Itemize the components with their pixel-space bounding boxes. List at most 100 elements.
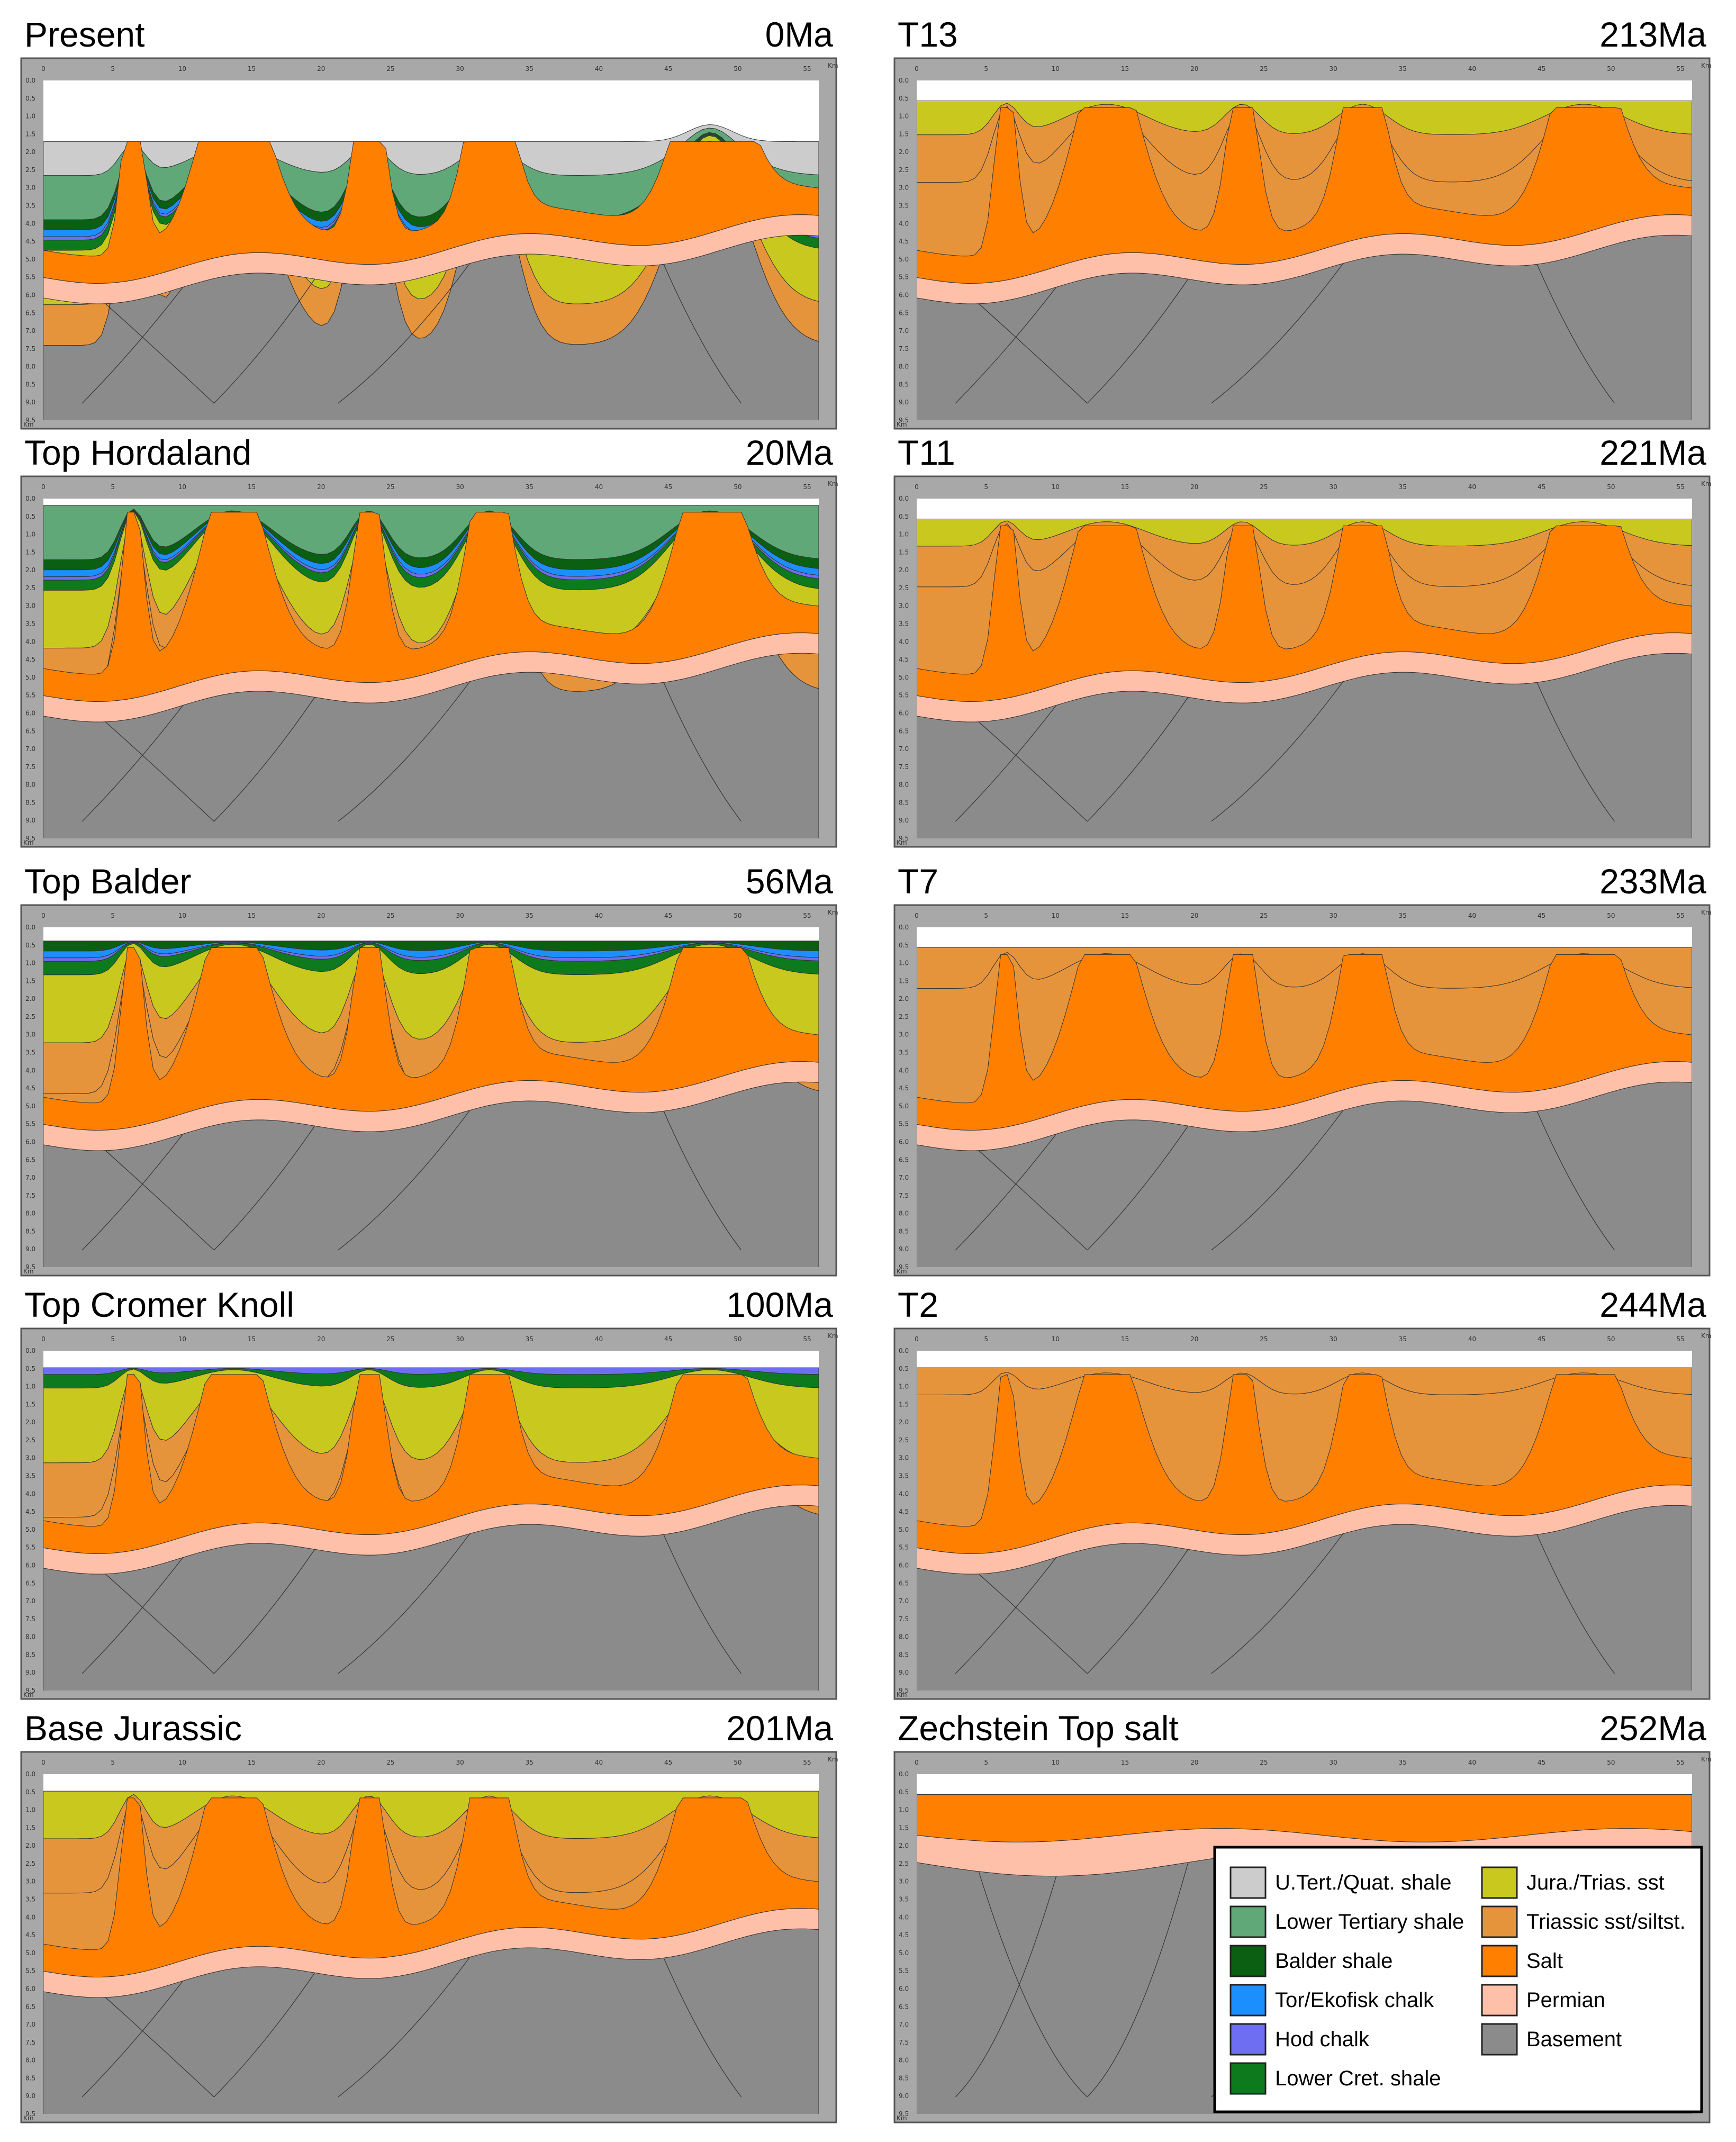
fault-line	[1536, 682, 1615, 822]
fault-line	[82, 705, 184, 822]
legend-swatch	[1229, 1866, 1267, 1899]
strata-layer	[43, 214, 819, 304]
y-tick-label: 8.0	[25, 363, 35, 370]
y-tick-label: 5.0	[899, 674, 909, 681]
x-tick-label: 45	[1538, 1759, 1545, 1766]
y-tick-label: 5.5	[899, 1967, 909, 1975]
x-tick-label: 0	[41, 1335, 46, 1343]
x-tick-label: 45	[664, 65, 672, 73]
x-tick-label: 40	[595, 912, 603, 919]
legend-label: U.Tert./Quat. shale	[1275, 1871, 1451, 1894]
x-tick-label: 45	[664, 1335, 672, 1343]
legend-swatch	[1229, 1905, 1267, 1938]
x-tick-label: 5	[111, 483, 115, 491]
x-tick-label: 50	[734, 912, 742, 919]
y-tick-label: 3.0	[25, 184, 35, 192]
x-tick-label: 30	[1329, 1759, 1337, 1766]
y-tick-label: 3.5	[899, 202, 909, 210]
fault-line	[1211, 1533, 1344, 1674]
fault-line	[978, 1871, 1088, 2098]
fault-line	[978, 721, 1088, 822]
y-tick-label: 0.0	[25, 1770, 35, 1778]
x-tick-label: 45	[1538, 65, 1545, 73]
x-tick-label: 10	[178, 912, 186, 919]
x-tick-label: 50	[1607, 483, 1615, 491]
panel-title: T11	[898, 433, 955, 472]
fault-line	[82, 1981, 184, 2098]
legend-label: Lower Tertiary shale	[1275, 1910, 1464, 1933]
panel-balder: Top Balder 56Ma 0 5 10 15 20 25 30 35 40 45 50 55 Km 0.…	[20, 862, 838, 1277]
fault-line	[105, 1574, 214, 1674]
y-tick-label: 9.5	[899, 1263, 909, 1271]
y-tick-label: 9.0	[25, 399, 35, 406]
section-body	[917, 101, 1692, 420]
y-unit-label: Km	[23, 1268, 34, 1275]
x-tick-label: 10	[178, 1335, 186, 1343]
y-tick-label: 8.5	[899, 799, 909, 806]
y-tick-label: 7.0	[899, 2021, 909, 2028]
x-tick-label: 35	[526, 912, 534, 919]
x-tick-label: 35	[526, 1335, 534, 1343]
x-tick-label: 35	[1399, 1335, 1407, 1343]
x-tick-label: 40	[595, 1759, 603, 1766]
x-tick-label: 50	[1607, 1759, 1615, 1766]
x-tick-label: 40	[595, 483, 603, 491]
y-unit-label: Km	[897, 1268, 907, 1275]
x-tick-label: 40	[1468, 483, 1476, 491]
y-tick-label: 9.0	[899, 399, 909, 406]
strata-layer	[43, 1485, 819, 1575]
x-unit-label: Km	[828, 62, 838, 69]
x-tick-label: 55	[803, 65, 811, 73]
panel-title: T2	[898, 1285, 938, 1324]
fault-line	[1087, 1549, 1189, 1674]
y-tick-label: 5.0	[899, 1949, 909, 1957]
fault-line	[1536, 264, 1615, 404]
y-tick-label: 2.5	[25, 166, 35, 174]
section-body	[43, 941, 819, 1267]
panel-age: 20Ma	[746, 433, 833, 472]
fault-line	[978, 1574, 1088, 1674]
y-tick-label: 4.5	[25, 238, 35, 245]
y-tick-label: 7.0	[899, 1597, 909, 1605]
fault-line	[82, 1134, 184, 1251]
y-unit-label: Km	[897, 839, 907, 846]
y-tick-label: 1.5	[25, 548, 35, 556]
panel-t11: T11 221Ma 0 5 10 15 20 25 30 35 40 45 50 55 Km 0.0 0.5 1.…	[893, 433, 1712, 848]
y-tick-label: 1.0	[25, 1806, 35, 1814]
strata-layer	[43, 632, 819, 722]
fault-line	[1211, 1110, 1344, 1251]
y-tick-label: 5.0	[899, 1526, 909, 1533]
x-tick-label: 55	[803, 483, 811, 491]
panel-present: Present 0Ma 0 5 10 15 20 25 30 35 40 45 50 55 Km 0.0 0.5…	[20, 15, 838, 430]
y-tick-label: 0.0	[899, 495, 909, 502]
y-unit-label: Km	[897, 421, 907, 428]
y-tick-label: 2.5	[25, 584, 35, 592]
y-tick-label: 7.5	[25, 1192, 35, 1199]
fault-line	[1536, 1111, 1615, 1251]
x-tick-label: 10	[178, 1759, 186, 1766]
x-tick-label: 55	[1676, 1335, 1684, 1343]
y-tick-label: 9.0	[25, 2092, 35, 2100]
x-tick-label: 10	[1052, 1759, 1060, 1766]
x-tick-label: 15	[1121, 483, 1129, 491]
y-tick-label: 4.0	[25, 1913, 35, 1921]
y-tick-label: 4.5	[25, 656, 35, 663]
x-tick-label: 35	[1399, 483, 1407, 491]
x-tick-label: 30	[456, 65, 464, 73]
legend-swatch	[1481, 1945, 1518, 1977]
x-tick-label: 20	[317, 65, 325, 73]
fault-line	[338, 1533, 471, 1674]
x-tick-label: 45	[664, 912, 672, 919]
fault-line	[338, 1957, 471, 2098]
y-tick-label: 9.0	[899, 2092, 909, 2100]
x-tick-label: 15	[248, 1335, 256, 1343]
y-tick-label: 2.5	[899, 1013, 909, 1020]
y-tick-label: 7.0	[899, 1174, 909, 1181]
x-tick-label: 5	[984, 1759, 988, 1766]
y-tick-label: 3.0	[899, 1878, 909, 1885]
y-tick-label: 1.5	[899, 977, 909, 984]
y-tick-label: 3.5	[899, 1049, 909, 1056]
panel-t2: T2 244Ma 0 5 10 15 20 25 30 35 40 45 50 55 Km 0.0 0.5 1.0…	[893, 1285, 1712, 1700]
